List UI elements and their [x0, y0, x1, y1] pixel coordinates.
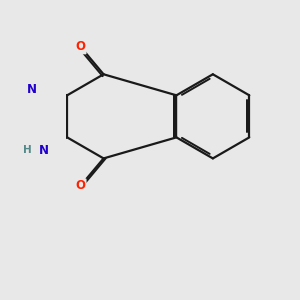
Text: H: H	[23, 145, 32, 155]
Text: O: O	[76, 179, 85, 192]
Text: N: N	[26, 82, 36, 95]
Text: O: O	[76, 40, 85, 53]
Text: N: N	[39, 143, 49, 157]
